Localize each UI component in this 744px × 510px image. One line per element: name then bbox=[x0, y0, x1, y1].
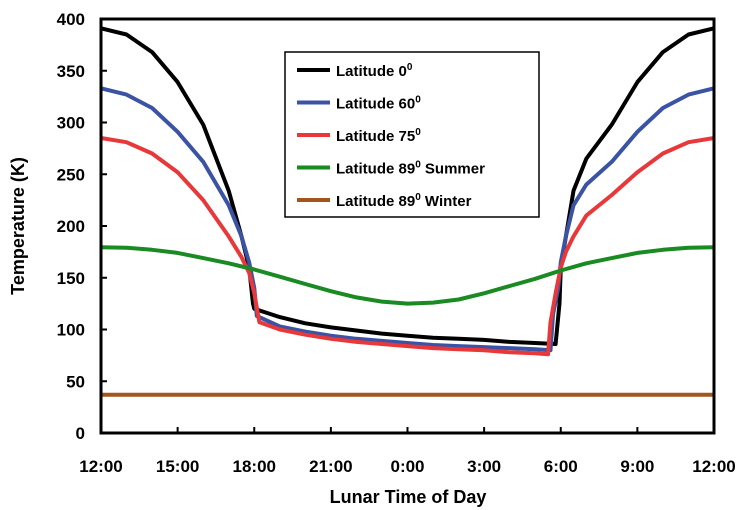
series-line-2 bbox=[100, 86, 715, 353]
x-tick-label: 9:00 bbox=[620, 457, 654, 476]
series-line-4 bbox=[100, 245, 715, 306]
y-tick-label: 0 bbox=[76, 424, 85, 443]
y-tick-label: 200 bbox=[57, 217, 85, 236]
x-tick-label: 18:00 bbox=[233, 457, 276, 476]
series-line-1 bbox=[100, 26, 715, 346]
legend-label-1: Latitude 00 bbox=[336, 62, 413, 80]
y-axis-title: Temperature (K) bbox=[8, 157, 28, 295]
x-tick-label: 15:00 bbox=[156, 457, 199, 476]
x-tick-label: 0:00 bbox=[390, 457, 424, 476]
y-axis-ticks: 0 50 100 150 200 250 300 350 400 bbox=[57, 10, 107, 443]
y-tick-label: 400 bbox=[57, 10, 85, 29]
legend-label-2: Latitude 600 bbox=[336, 95, 421, 113]
x-axis-ticks: 12:00 15:00 18:00 21:00 0:00 3:00 6:00 9:00 12:0… bbox=[79, 427, 736, 476]
y-tick-label: 350 bbox=[57, 62, 85, 81]
legend-label-3: Latitude 750 bbox=[336, 127, 421, 145]
y-tick-label: 150 bbox=[57, 269, 85, 288]
x-tick-label: 12:00 bbox=[692, 457, 735, 476]
legend-label-4: Latitude 890 Summer bbox=[336, 160, 485, 178]
legend: Latitude 00 Latitude 600 Latitude 750 Latit… bbox=[284, 51, 540, 218]
x-tick-label: 21:00 bbox=[309, 457, 352, 476]
x-tick-label: 3:00 bbox=[467, 457, 501, 476]
x-axis-title: Lunar Time of Day bbox=[330, 487, 487, 507]
x-tick-label: 6:00 bbox=[544, 457, 578, 476]
y-tick-label: 250 bbox=[57, 165, 85, 184]
y-tick-label: 100 bbox=[57, 321, 85, 340]
series-layer bbox=[100, 26, 715, 397]
y-tick-label: 300 bbox=[57, 114, 85, 133]
legend-label-5: Latitude 890 Winter bbox=[336, 192, 472, 210]
y-tick-label: 50 bbox=[66, 372, 85, 391]
x-tick-label: 12:00 bbox=[79, 457, 122, 476]
series-line-3 bbox=[100, 136, 715, 357]
